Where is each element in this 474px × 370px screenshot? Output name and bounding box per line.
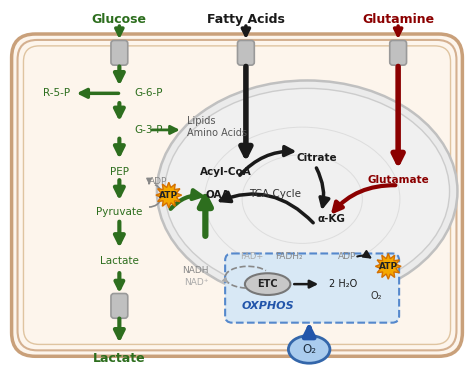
Ellipse shape	[165, 88, 449, 294]
Ellipse shape	[157, 80, 457, 302]
Text: Glutamate: Glutamate	[367, 175, 429, 185]
Text: NADH: NADH	[182, 266, 209, 275]
Text: O₂: O₂	[302, 343, 316, 356]
FancyBboxPatch shape	[18, 40, 456, 350]
Text: Fatty Acids: Fatty Acids	[207, 13, 285, 26]
Text: ADP: ADP	[149, 177, 167, 186]
Text: ETC: ETC	[257, 279, 278, 289]
Text: FADH₂: FADH₂	[275, 252, 303, 261]
FancyBboxPatch shape	[237, 40, 254, 65]
Polygon shape	[375, 253, 401, 279]
FancyBboxPatch shape	[225, 253, 399, 323]
FancyBboxPatch shape	[390, 40, 407, 65]
Text: Lipids
Amino Acids: Lipids Amino Acids	[187, 116, 246, 138]
Text: G-3-P: G-3-P	[134, 125, 163, 135]
Text: PEP: PEP	[110, 168, 129, 178]
Ellipse shape	[288, 336, 330, 363]
Text: ATP: ATP	[159, 191, 178, 200]
Text: OXPHOS: OXPHOS	[241, 301, 294, 311]
Text: FAD+: FAD+	[240, 252, 264, 261]
FancyBboxPatch shape	[111, 293, 128, 318]
Text: ADP: ADP	[337, 252, 356, 261]
Text: 2 H₂O: 2 H₂O	[328, 279, 357, 289]
Text: NAD⁺: NAD⁺	[184, 278, 209, 287]
Text: TCA Cycle: TCA Cycle	[248, 189, 301, 199]
Text: R-5-P: R-5-P	[43, 88, 70, 98]
Text: Citrate: Citrate	[297, 152, 337, 162]
Text: G-6-P: G-6-P	[134, 88, 163, 98]
FancyBboxPatch shape	[11, 34, 463, 356]
Text: ATP: ATP	[379, 262, 398, 271]
Text: Glucose: Glucose	[92, 13, 147, 26]
FancyBboxPatch shape	[111, 40, 128, 65]
Text: Lactate: Lactate	[93, 352, 146, 365]
Text: Lactate: Lactate	[100, 256, 139, 266]
Ellipse shape	[245, 273, 291, 295]
Text: Pyruvate: Pyruvate	[96, 207, 143, 217]
Text: α-KG: α-KG	[317, 214, 345, 224]
FancyBboxPatch shape	[24, 46, 450, 344]
Text: O₂: O₂	[371, 291, 382, 301]
Text: OAA: OAA	[206, 190, 230, 200]
Text: Acyl-CoA: Acyl-CoA	[200, 168, 252, 178]
Text: Glutamine: Glutamine	[362, 13, 434, 26]
Polygon shape	[156, 182, 182, 208]
